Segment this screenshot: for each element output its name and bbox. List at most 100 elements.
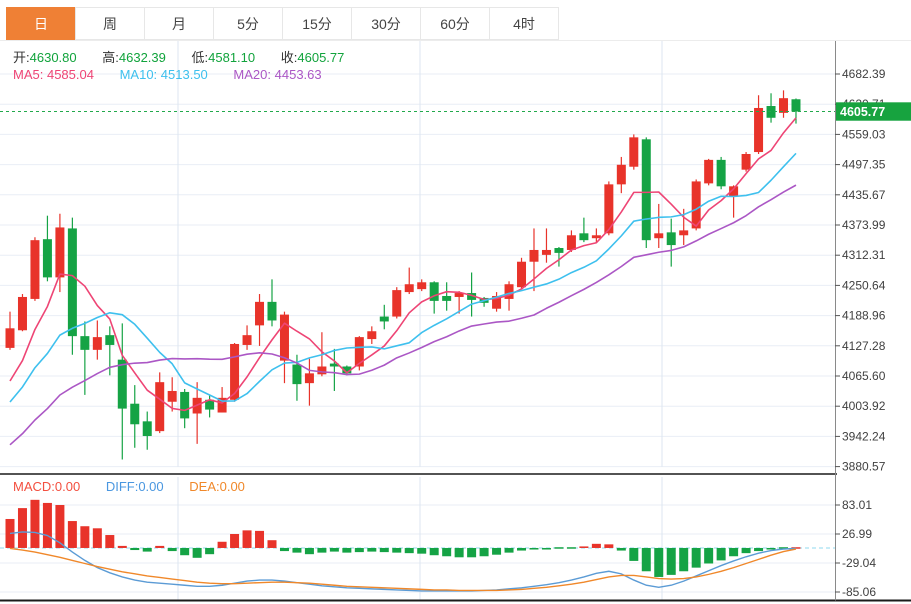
macd-bar	[267, 540, 277, 548]
macd-bar	[317, 547, 327, 553]
candle-body	[117, 359, 127, 409]
tab-15min[interactable]: 15分	[282, 7, 352, 40]
candle-body	[591, 235, 601, 239]
ma10-value: 4513.50	[160, 67, 208, 82]
tab-week[interactable]: 周	[75, 7, 145, 40]
ma20-value: 4453.63	[274, 67, 322, 82]
tab-day[interactable]: 日	[6, 7, 76, 40]
open-value: 4630.80	[29, 50, 77, 65]
ma5-readout: MA5: 4585.04	[13, 67, 94, 82]
ma5-line	[9, 117, 797, 412]
candle-body	[666, 232, 676, 246]
tab-4hour[interactable]: 4时	[489, 7, 559, 40]
macd-bar	[716, 547, 726, 561]
ma20-label: MA20:	[233, 67, 271, 82]
macd-bar	[92, 528, 102, 548]
tab-label: 30分	[371, 16, 401, 32]
candle-body	[5, 328, 15, 348]
macd-bar	[117, 545, 127, 548]
ma20-line	[9, 184, 797, 446]
open-label: 开:	[13, 50, 30, 65]
tab-60min[interactable]: 60分	[420, 7, 490, 40]
tab-label: 日	[34, 16, 48, 32]
candle-body	[167, 390, 177, 402]
diff-value: 0.00	[138, 479, 164, 494]
macd-bar	[155, 545, 165, 548]
price-axis-label: 4435.67	[842, 188, 886, 202]
price-axis-label: 4250.64	[842, 278, 886, 292]
tab-5min[interactable]: 5分	[213, 7, 283, 40]
price-axis-label: 3880.57	[842, 460, 886, 474]
macd-bar	[529, 547, 539, 550]
candle-body	[691, 181, 701, 229]
candle-body	[42, 239, 52, 278]
macd-bar	[329, 547, 339, 552]
macd-axis-label: 83.01	[842, 498, 872, 512]
candle-body	[342, 366, 352, 374]
candle-body	[205, 399, 215, 410]
candle-body	[442, 295, 452, 301]
macd-bar	[541, 547, 551, 550]
candle-body	[255, 301, 265, 326]
macd-bar	[454, 547, 464, 558]
macd-bar	[230, 533, 240, 548]
candle-body	[92, 337, 102, 350]
macd-bar	[591, 543, 601, 548]
candle-body	[242, 335, 252, 345]
tab-label: 4时	[513, 16, 535, 32]
candle-body	[579, 233, 589, 241]
candle-body	[504, 284, 514, 299]
macd-bar	[479, 547, 489, 557]
candle-body	[354, 337, 364, 367]
candle-body	[267, 301, 277, 321]
candle-body	[566, 235, 576, 250]
candle-body	[679, 230, 689, 236]
tab-month[interactable]: 月	[144, 7, 214, 40]
price-axis-label: 4559.03	[842, 127, 886, 141]
ohlc-high: 高:4632.39	[102, 50, 166, 65]
ma10-label: MA10:	[119, 67, 158, 82]
macd-bar	[255, 530, 265, 548]
candle-body	[67, 228, 77, 337]
candle-body	[641, 139, 651, 241]
current-price-box	[836, 102, 911, 121]
candle-body	[467, 293, 477, 300]
candle-body	[329, 363, 339, 367]
candle-body	[304, 373, 314, 384]
macd-bar	[629, 547, 639, 561]
macd-bar	[654, 547, 664, 577]
macd-axis-label: 26.99	[842, 527, 872, 541]
candle-body	[541, 249, 551, 255]
candle-body	[517, 261, 527, 288]
macd-bar	[80, 526, 90, 548]
candle-body	[80, 336, 90, 350]
macd-bar	[791, 547, 801, 549]
dea-line	[9, 547, 797, 592]
close-value: 4605.77	[297, 50, 345, 65]
candle-body	[279, 314, 289, 361]
macd-bar	[729, 547, 739, 557]
candle-body	[454, 293, 464, 297]
current-price-label: 4605.77	[840, 105, 885, 119]
macd-bar	[517, 547, 527, 551]
high-label: 高:	[102, 50, 119, 65]
price-axis-label: 4003.92	[842, 399, 886, 413]
candle-body	[741, 153, 751, 170]
candle-body	[729, 186, 739, 197]
macd-bar	[666, 547, 676, 575]
ma10-readout: MA10: 4513.50	[120, 67, 208, 82]
macd-bar	[167, 547, 177, 552]
candle-body	[30, 240, 40, 299]
macd-bar	[741, 547, 751, 554]
diff-readout: DIFF:0.00	[106, 479, 164, 494]
candle-body	[429, 282, 439, 301]
dea-value: 0.00	[219, 479, 245, 494]
ohlc-close: 收:4605.77	[281, 50, 345, 65]
tab-label: 60分	[440, 16, 470, 32]
macd-bar	[754, 547, 764, 552]
macd-bar	[354, 547, 364, 553]
tab-30min[interactable]: 30分	[351, 7, 421, 40]
candle-body	[292, 364, 302, 385]
candle-body	[392, 290, 402, 317]
